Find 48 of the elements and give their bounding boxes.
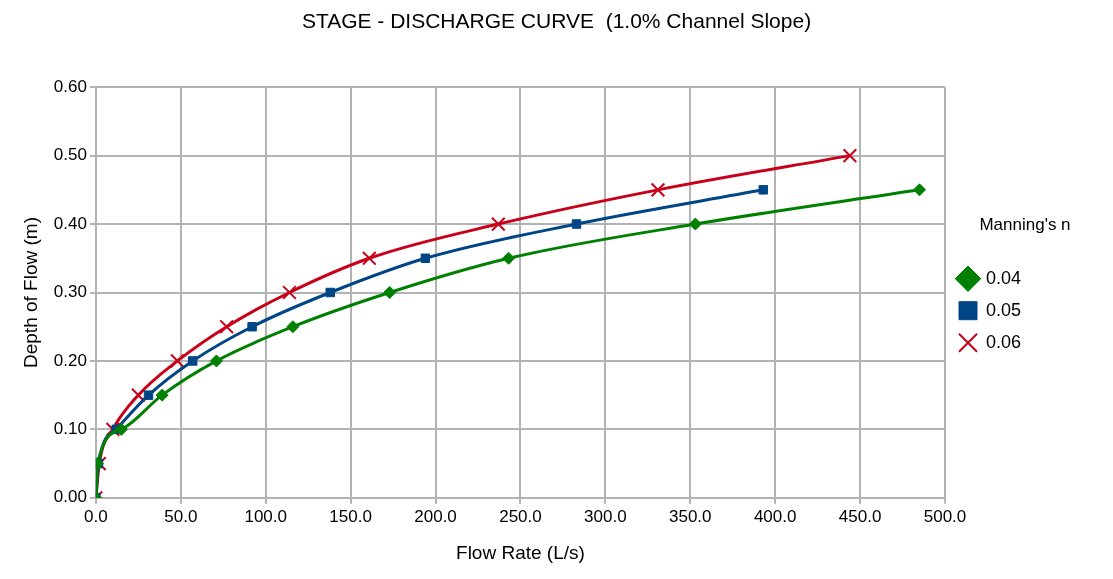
point xyxy=(170,353,185,369)
x-tick-label: 0.0 xyxy=(84,506,108,526)
point xyxy=(650,182,666,198)
point xyxy=(842,148,858,163)
point xyxy=(282,285,297,300)
x-tick-label: 250.0 xyxy=(499,506,542,526)
point xyxy=(114,422,128,436)
y-tick-label: 0.50 xyxy=(53,145,87,165)
y-tick-label: 0.30 xyxy=(53,282,87,302)
point xyxy=(758,185,769,195)
point xyxy=(247,321,257,332)
point xyxy=(420,253,431,264)
point xyxy=(491,216,506,232)
y-tick-label: 0.10 xyxy=(53,419,87,439)
point xyxy=(383,286,397,299)
x-tick-label: 50.0 xyxy=(164,506,198,526)
y-tick-label: 0.40 xyxy=(53,213,87,233)
point xyxy=(130,387,146,403)
legend-label: 0.06 xyxy=(986,331,1022,352)
x-tick-label: 400.0 xyxy=(753,506,797,526)
x-tick-label: 150.0 xyxy=(329,506,372,526)
legend-title: Manning's n xyxy=(979,215,1071,235)
point xyxy=(571,219,582,229)
x-tick-label: 500.0 xyxy=(923,506,967,526)
point xyxy=(688,217,702,231)
point xyxy=(361,250,377,266)
x-tick-label: 300.0 xyxy=(584,506,627,526)
y-axis-title: Depth of Flow (m) xyxy=(19,217,41,368)
x-tick-label: 450.0 xyxy=(838,506,882,526)
point xyxy=(502,251,516,265)
x-tick-label: 100.0 xyxy=(244,506,287,526)
point xyxy=(286,320,300,334)
legend-label: 0.05 xyxy=(986,299,1022,320)
point xyxy=(187,356,198,366)
point xyxy=(325,287,335,298)
chart-title: STAGE - DISCHARGE CURVE (1.0% Channel Slope) xyxy=(301,9,812,33)
point xyxy=(913,183,927,197)
point xyxy=(155,388,169,402)
point xyxy=(143,390,154,400)
y-tick-label: 0.60 xyxy=(53,76,87,96)
point xyxy=(219,319,235,335)
x-tick-label: 350.0 xyxy=(668,506,712,526)
y-tick-label: 0.20 xyxy=(53,350,87,370)
point xyxy=(209,354,223,368)
y-tick-label: 0.00 xyxy=(53,487,87,507)
x-axis-title: Flow Rate (L/s) xyxy=(456,541,585,563)
x-tick-label: 200.0 xyxy=(414,506,457,526)
legend-label: 0.04 xyxy=(986,267,1022,288)
